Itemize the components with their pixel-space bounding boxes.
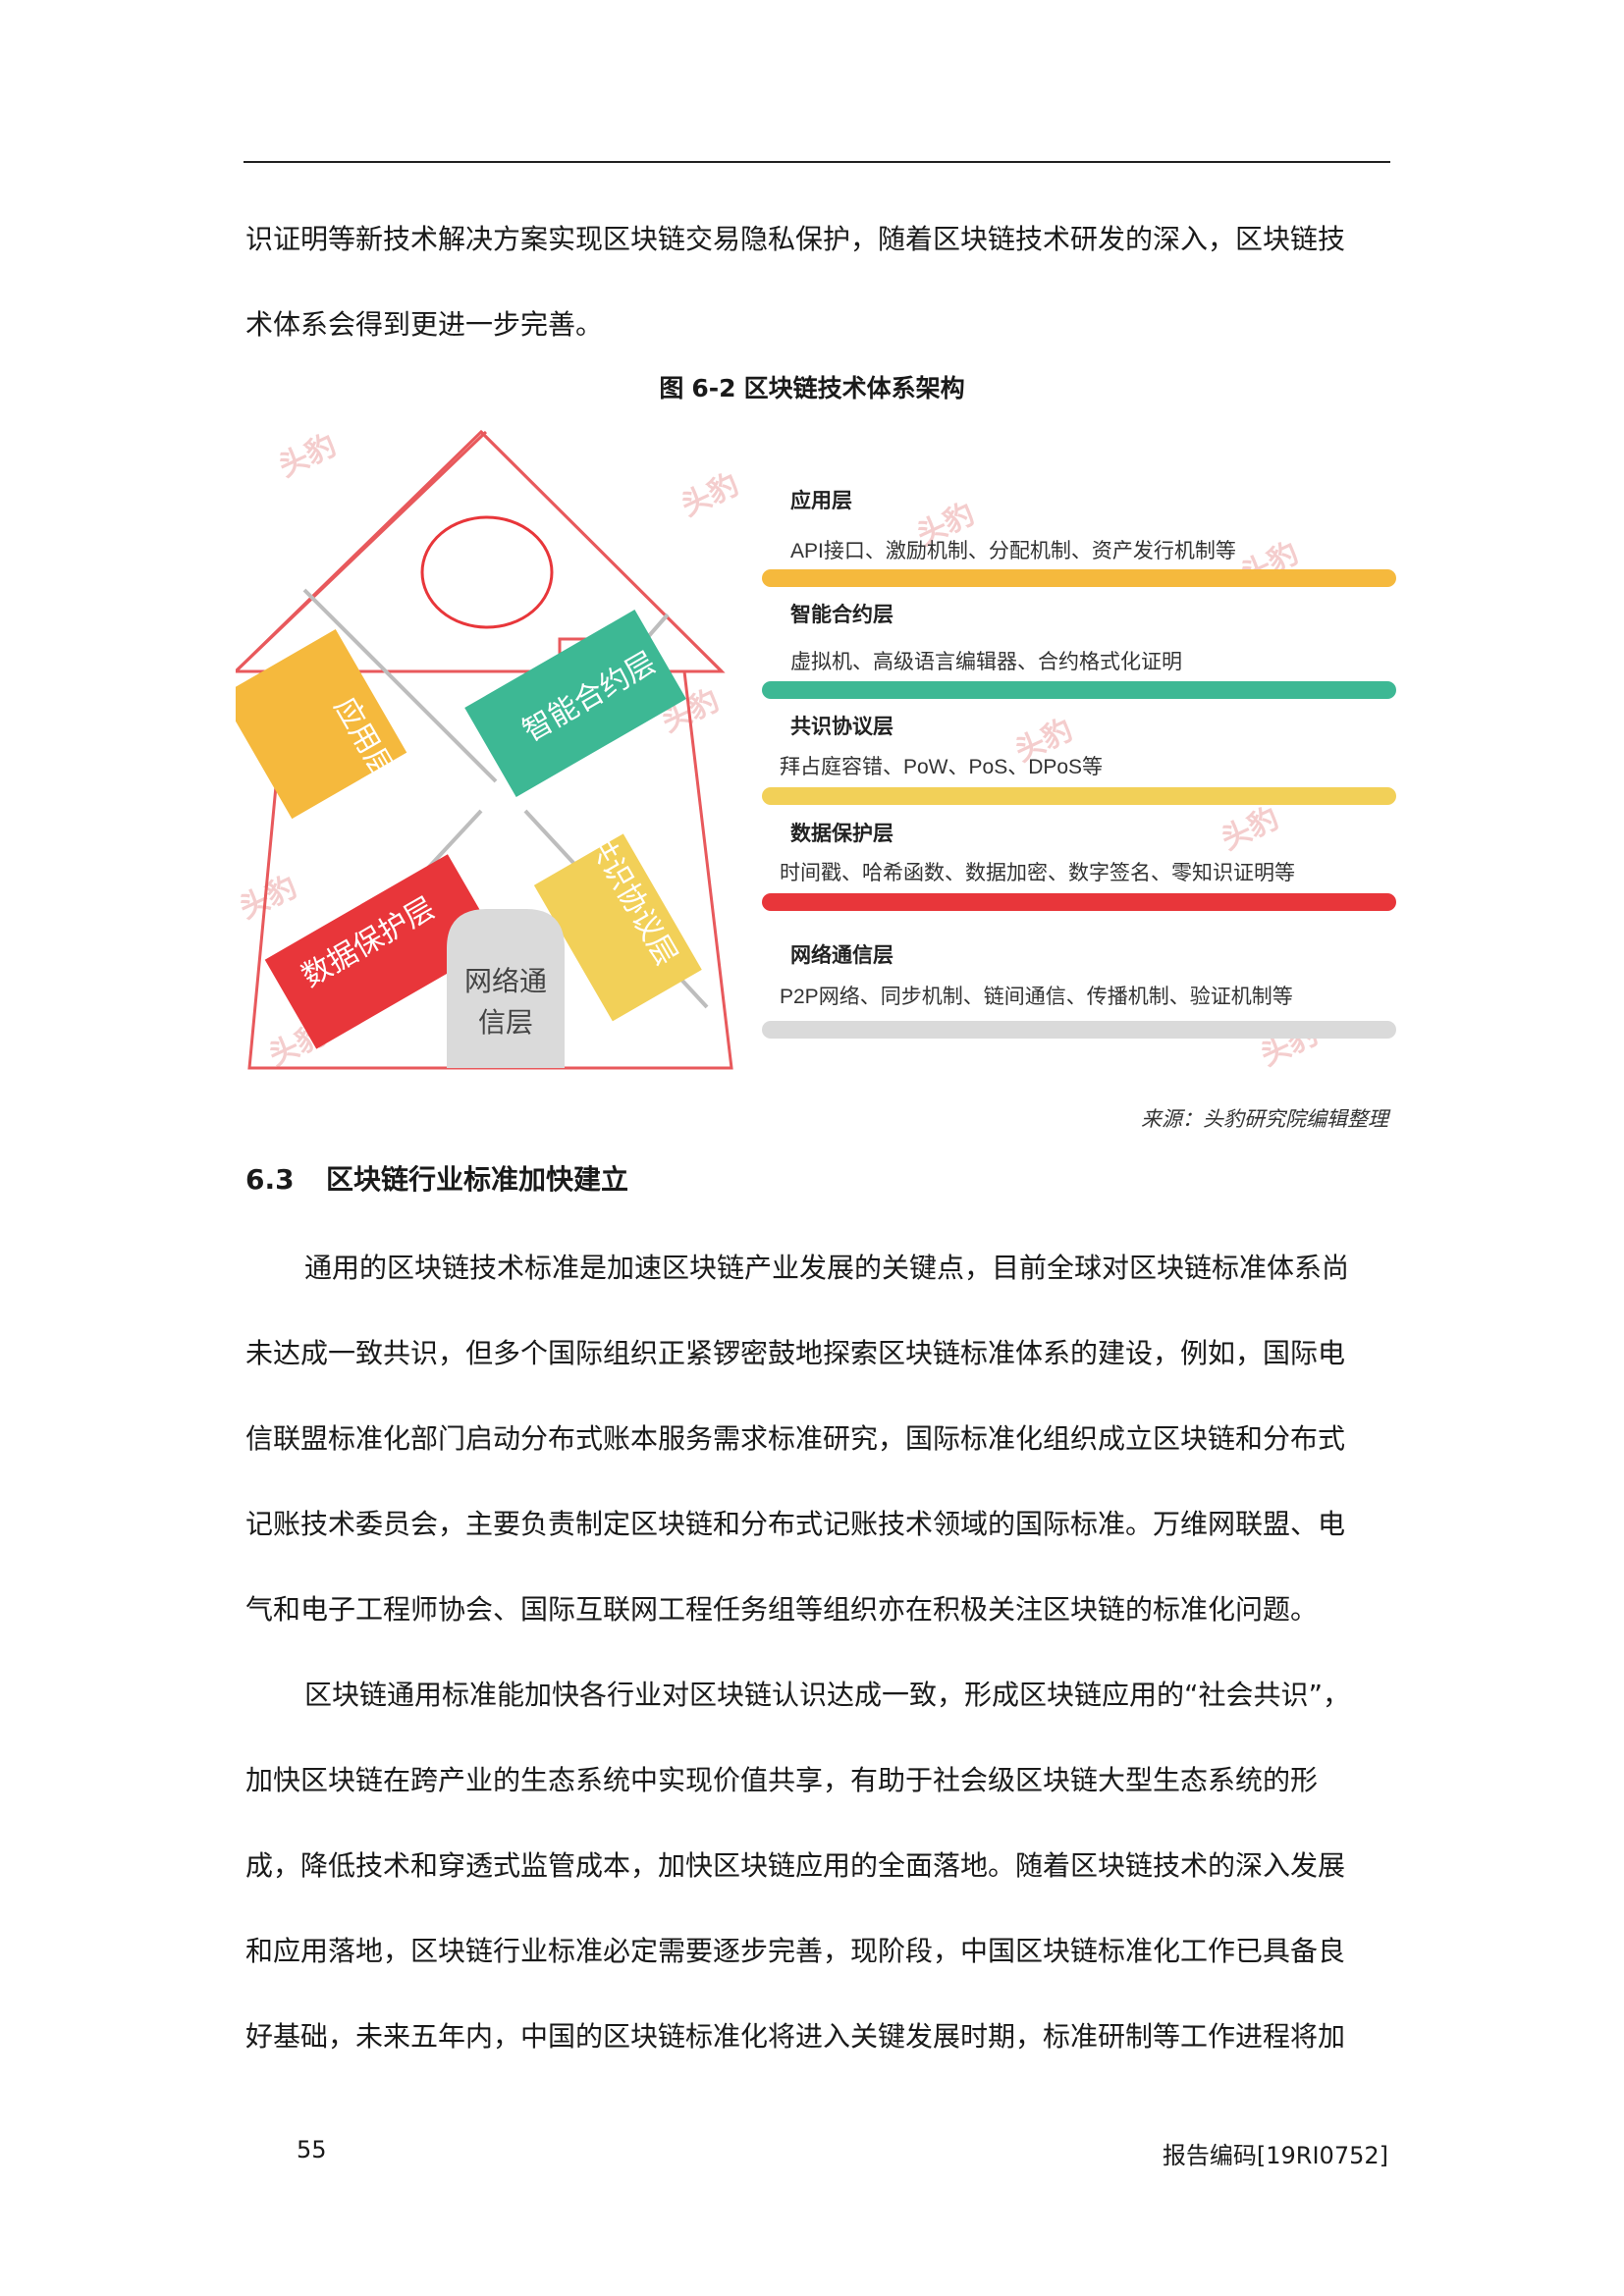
layer-name: 应用层 xyxy=(790,489,852,512)
layer-name: 网络通信层 xyxy=(790,943,893,967)
layer-name: 共识协议层 xyxy=(790,715,893,738)
section-heading: 6.3 区块链行业标准加快建立 xyxy=(245,1158,628,1198)
section-title: 区块链行业标准加快建立 xyxy=(326,1163,629,1196)
paragraph-2: 区块链通用标准能加快各行业对区块链认识达成一致，形成区块链应用的“社会共识”， … xyxy=(245,1652,1389,2079)
text-line: 区块链通用标准能加快各行业对区块链认识达成一致，形成区块链应用的“社会共识”， xyxy=(304,1679,1351,1711)
text-line: 未达成一致共识，但多个国际组织正紧锣密鼓地探索区块链标准体系的建设，例如，国际电 xyxy=(245,1337,1346,1369)
layer-bar xyxy=(762,1021,1396,1039)
text-line: 识证明等新技术解决方案实现区块链交易隐私保护，随着区块链技术研发的深入，区块链技 xyxy=(245,223,1346,255)
architecture-diagram: 头豹 头豹 头豹 头豹 头豹 头豹 头豹 头豹 头豹 头豹 应用层 xyxy=(220,418,1414,1086)
pyramid-label-network-1: 网络通 xyxy=(464,966,547,996)
layer-desc: 虚拟机、高级语言编辑器、合约格式化证明 xyxy=(790,651,1182,673)
text-line: 信联盟标准化部门启动分布式账本服务需求标准研究，国际标准化组织成立区块链和分布式 xyxy=(245,1422,1346,1455)
layer-desc: API接口、激励机制、分配机制、资产发行机制等 xyxy=(790,540,1236,562)
layer-bar xyxy=(762,681,1396,699)
page-number: 55 xyxy=(297,2136,327,2163)
circle-icon xyxy=(420,515,554,629)
text-line: 成，降低技术和穿透式监管成本，加快区块链应用的全面落地。随着区块链技术的深入发展 xyxy=(245,1849,1346,1882)
layer-bar xyxy=(762,893,1396,911)
layer-bar xyxy=(762,787,1396,805)
paragraph-1: 通用的区块链技术标准是加速区块链产业发展的关键点，目前全球对区块链标准体系尚 未… xyxy=(245,1225,1389,1652)
layer-desc: 时间戳、哈希函数、数据加密、数字签名、零知识证明等 xyxy=(780,862,1295,884)
intro-paragraph: 识证明等新技术解决方案实现区块链交易隐私保护，随着区块链技术研发的深入，区块链技… xyxy=(245,196,1389,367)
watermark: 头豹 xyxy=(677,468,743,522)
layer-bar xyxy=(762,569,1396,587)
report-code: 报告编码[19RI0752] xyxy=(1162,2142,1388,2169)
layer-desc: P2P网络、同步机制、链间通信、传播机制、验证机制等 xyxy=(780,986,1293,1008)
watermark: 头豹 xyxy=(1217,802,1283,856)
layer-name: 数据保护层 xyxy=(790,822,893,845)
watermark: 头豹 xyxy=(236,871,301,925)
text-line: 和应用落地，区块链行业标准必定需要逐步完善，现阶段，中国区块链标准化工作已具备良 xyxy=(245,1935,1346,1967)
diagram-svg: 头豹 头豹 头豹 头豹 头豹 头豹 头豹 头豹 头豹 头豹 应用层 xyxy=(220,429,1396,1072)
text-line: 记账技术委员会，主要负责制定区块链和分布式记账技术领域的国际标准。万维网联盟、电 xyxy=(245,1508,1346,1540)
text-line: 好基础，未来五年内，中国的区块链标准化将进入关键发展时期，标准研制等工作进程将加 xyxy=(245,2020,1346,2053)
text-line: 通用的区块链技术标准是加速区块链产业发展的关键点，目前全球对区块链标准体系尚 xyxy=(304,1252,1350,1284)
header-rule xyxy=(244,161,1390,163)
pyramid-label-network-2: 信层 xyxy=(478,1007,533,1038)
text-line: 加快区块链在跨产业的生态系统中实现价值共享，有助于社会级区块链大型生态系统的形 xyxy=(245,1764,1319,1796)
watermark: 头豹 xyxy=(274,429,341,483)
figure-title: 图 6-2 区块链技术体系架构 xyxy=(659,374,965,402)
figure-source: 来源：头豹研究院编辑整理 xyxy=(1141,1107,1388,1131)
layer-desc: 拜占庭容错、PoW、PoS、DPoS等 xyxy=(780,756,1103,778)
section-number: 6.3 xyxy=(245,1163,295,1196)
network-layer-arch xyxy=(447,909,565,1068)
text-line: 气和电子工程师协会、国际互联网工程任务组等组织亦在积极关注区块链的标准化问题。 xyxy=(245,1593,1319,1626)
text-line: 术体系会得到更进一步完善。 xyxy=(245,308,604,341)
layer-name: 智能合约层 xyxy=(790,603,893,626)
